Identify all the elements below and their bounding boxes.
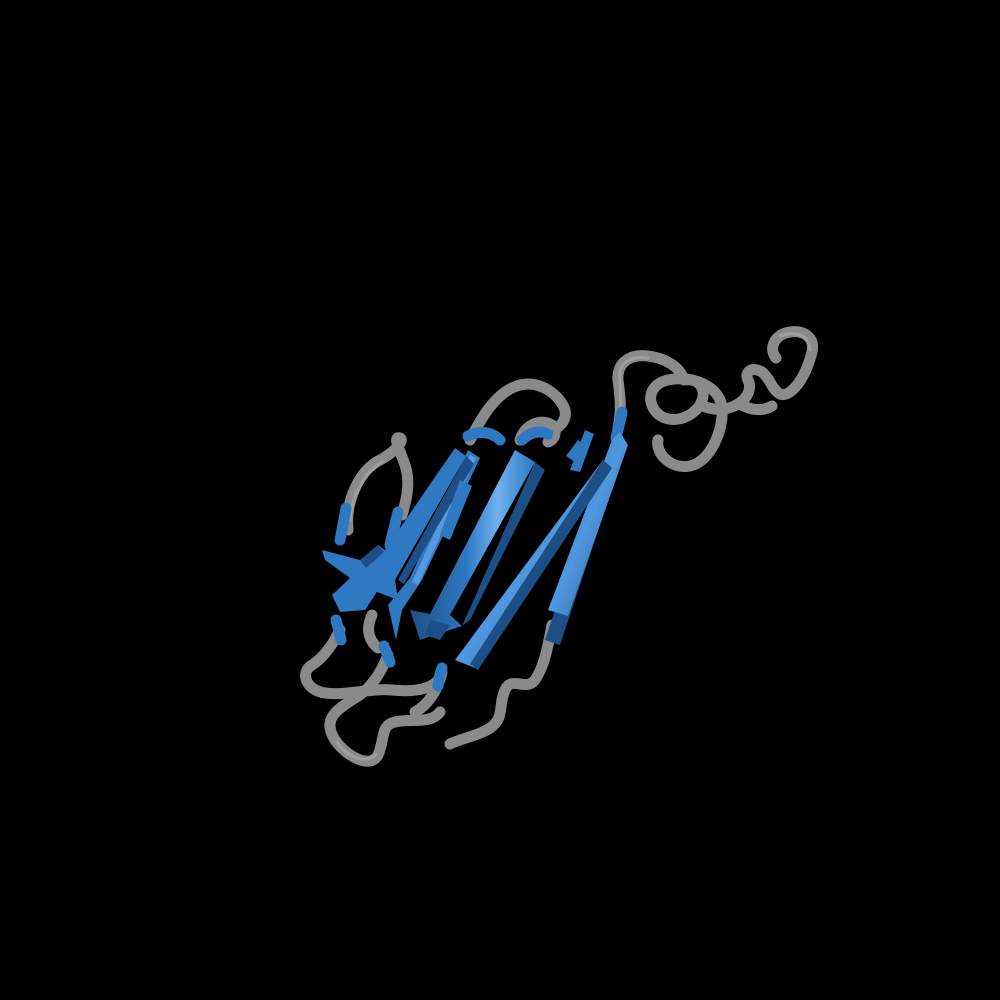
coil-inner-left xyxy=(363,609,384,654)
coil-top-inner xyxy=(514,416,561,448)
beta-strand-0 xyxy=(322,545,398,612)
coil-bottom-right xyxy=(444,619,558,750)
beta-sheet xyxy=(322,430,628,670)
coil-loops xyxy=(300,326,819,767)
coil-terminal-stub xyxy=(734,398,778,416)
beta-strand-3 xyxy=(410,450,535,640)
coil-left-loop xyxy=(342,432,414,536)
coil-terminal-knot xyxy=(645,373,728,473)
coil-top-loop xyxy=(464,378,571,446)
blue-coil-segments xyxy=(330,406,628,692)
coil-bottom-left-1 xyxy=(300,624,444,700)
beta-strand-6-face xyxy=(548,432,628,616)
